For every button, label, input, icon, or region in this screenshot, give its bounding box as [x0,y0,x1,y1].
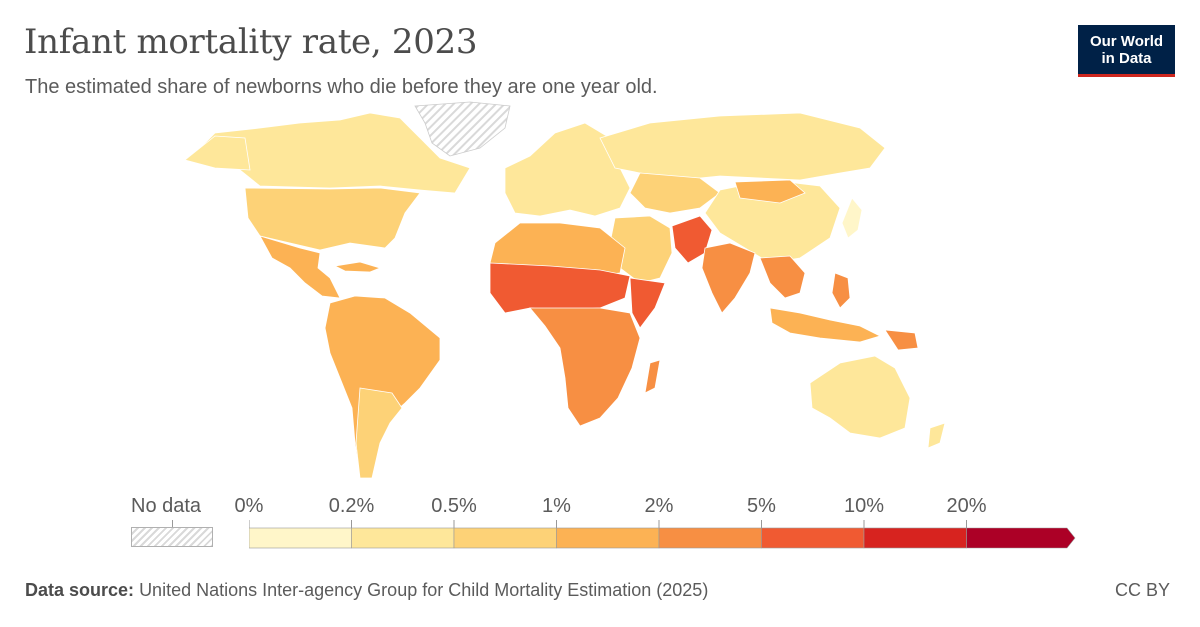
region-russia[interactable] [599,112,886,181]
legend-bin-4[interactable] [658,527,762,549]
legend-label-0: 0% [234,495,264,517]
legend-bin-0[interactable] [249,527,352,549]
logo-line-2: in Data [1101,49,1152,67]
region-philippines[interactable] [831,272,851,309]
legend-label-5: 5% [747,495,776,517]
logo-line-1: Our World [1089,32,1164,50]
region-southern-cone[interactable] [355,387,403,479]
region-central-asia[interactable] [629,172,721,214]
chart-title: Infant mortality rate, 2023 [24,22,478,62]
world-map[interactable] [0,98,1200,488]
region-greenland[interactable] [414,101,511,157]
legend-label-1: 0.2% [328,495,375,517]
chart-subtitle: The estimated share of newborns who die … [25,76,658,98]
legend-no-data-tick [172,520,173,527]
region-europe[interactable] [504,122,631,217]
region-new-zealand[interactable] [927,422,946,449]
data-source-label: Data source: [25,580,135,600]
region-southeast-asia[interactable] [759,255,806,299]
data-source: Data source: United Nations Inter-agency… [25,580,708,601]
legend-label-4: 2% [644,495,674,517]
region-mongolia[interactable] [734,179,806,204]
legend-no-data-swatch[interactable] [131,527,213,547]
region-australia[interactable] [809,355,911,439]
legend-color-bar[interactable] [249,520,1079,550]
legend-bin-3[interactable] [556,527,660,549]
region-indonesia[interactable] [769,307,882,343]
owid-logo[interactable]: Our World in Data [1078,25,1175,77]
region-horn-of-africa[interactable] [629,277,666,329]
legend-label-3: 1% [542,495,571,517]
legend-label-2: 0.5% [431,495,477,517]
region-india[interactable] [701,242,756,314]
legend-bin-2[interactable] [453,527,557,549]
legend-bin-5[interactable] [761,527,865,549]
legend-bin-6[interactable] [863,527,967,549]
region-alaska[interactable] [184,135,251,171]
region-mexico[interactable] [259,235,341,299]
region-madagascar[interactable] [644,359,661,394]
region-caribbean[interactable] [333,261,382,273]
data-source-text[interactable]: United Nations Inter-agency Group for Ch… [139,580,709,600]
legend-label-7: 20% [946,495,987,517]
region-china[interactable] [704,179,841,264]
region-papua-new-guinea[interactable] [884,329,919,351]
legend-bin-1[interactable] [351,527,455,549]
region-central-africa[interactable] [529,307,641,427]
license[interactable]: CC BY [1114,580,1170,600]
region-canada[interactable] [189,112,471,194]
legend-no-data-label: No data [131,495,202,517]
legend-label-6: 10% [843,495,885,517]
legend-bin-7[interactable] [966,527,1076,549]
region-japan[interactable] [841,197,863,239]
region-south-america[interactable] [324,295,441,479]
